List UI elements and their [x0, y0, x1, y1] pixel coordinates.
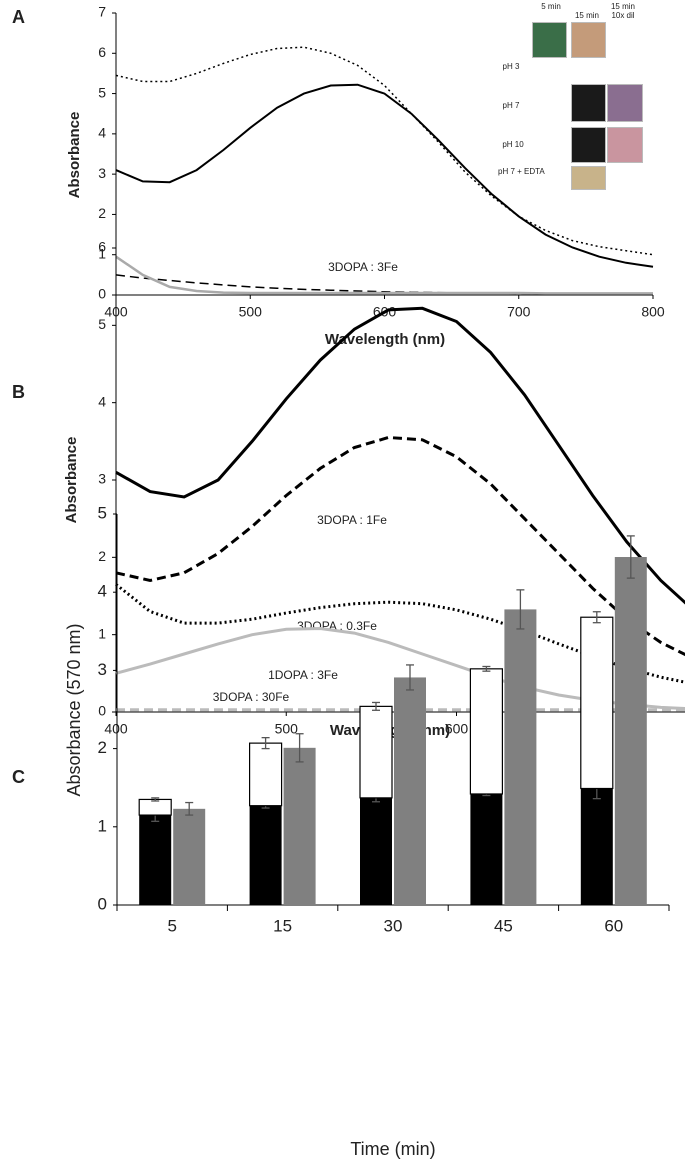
y-tick-label: 4 — [98, 582, 107, 601]
error-bar — [372, 701, 380, 711]
x-tick-label: 600 — [445, 721, 469, 737]
y-tick-label: 0 — [98, 703, 106, 719]
bar — [470, 793, 503, 905]
swatch — [571, 166, 606, 190]
error-bar — [592, 611, 601, 624]
bar — [173, 808, 206, 905]
bar — [360, 797, 392, 905]
error-bar — [516, 589, 525, 630]
y-tick-label: 3 — [98, 165, 106, 181]
swatch — [571, 84, 606, 122]
error-bar — [295, 733, 304, 763]
inset-row: pH 7 + EDTA — [498, 167, 545, 176]
x-tick-label: 700 — [507, 304, 531, 320]
y-tick-label: 6 — [98, 239, 106, 255]
y-tick-label: 6 — [98, 44, 106, 60]
swatch — [607, 127, 643, 163]
x-tick-label: 500 — [275, 721, 299, 737]
line — [115, 255, 653, 295]
bar — [138, 798, 172, 816]
series-label: 3DOPA : 3Fe — [328, 260, 398, 274]
y-tick-label: 1 — [98, 625, 106, 641]
panel-label: A — [12, 7, 25, 27]
bar — [394, 677, 426, 905]
error-bar — [406, 664, 414, 691]
swatch — [607, 84, 643, 122]
bar — [469, 668, 503, 795]
x-tick-label: 500 — [239, 304, 263, 320]
x-tick-label: 45 — [494, 916, 513, 935]
y-tick-label: 4 — [98, 125, 106, 141]
bar — [283, 747, 316, 905]
x-axis-label: Time (min) — [350, 1139, 435, 1159]
x-tick-label: 400 — [104, 721, 128, 737]
line — [115, 83, 654, 268]
inset-row: pH 10 — [502, 140, 524, 149]
bar — [249, 742, 283, 807]
inset-column: 15 min — [574, 11, 599, 20]
bar — [139, 815, 172, 905]
y-axis-label: Absorbance (570 nm) — [64, 623, 84, 796]
bar — [249, 805, 282, 905]
y-tick-label: 2 — [98, 548, 106, 564]
panel-label: B — [12, 382, 25, 402]
x-tick-label: 30 — [384, 916, 403, 935]
y-tick-label: 7 — [98, 4, 106, 20]
y-tick-label: 0 — [98, 286, 106, 302]
y-axis-label: Absorbance — [63, 437, 80, 524]
x-tick-label: 800 — [641, 304, 665, 320]
y-tick-label: 0 — [98, 894, 107, 913]
panel-label: C — [12, 767, 25, 787]
series-label: 1DOPA : 3Fe — [268, 668, 338, 682]
inset-row: pH 7 — [502, 101, 520, 110]
inset-column: 5 min — [541, 2, 561, 11]
swatch — [571, 127, 606, 163]
inset-row: pH 3 — [502, 62, 520, 71]
inset-column: 15 min 10x dil — [610, 2, 635, 20]
bar — [580, 788, 613, 905]
x-tick-label: 5 — [167, 916, 176, 935]
x-axis-label: Wavelength (nm) — [325, 331, 445, 348]
error-bar — [261, 737, 270, 750]
error-bar — [185, 801, 194, 816]
y-tick-label: 2 — [98, 738, 107, 757]
x-tick-label: 15 — [273, 916, 292, 935]
y-tick-label: 5 — [98, 503, 107, 522]
y-tick-label: 3 — [98, 471, 106, 487]
y-tick-label: 5 — [98, 84, 106, 100]
x-tick-label: 60 — [604, 916, 623, 935]
y-tick-label: 1 — [98, 245, 106, 261]
line — [115, 435, 685, 657]
y-tick-label: 5 — [98, 316, 106, 332]
series-label: 3DOPA : 30Fe — [213, 690, 290, 704]
y-tick-label: 2 — [98, 205, 106, 221]
bar — [580, 616, 614, 790]
y-axis-label: Absorbance — [66, 112, 83, 199]
error-bar — [626, 535, 635, 579]
swatch — [571, 22, 606, 58]
y-tick-label: 3 — [98, 660, 107, 679]
y-tick-label: 4 — [98, 393, 106, 409]
y-tick-label: 1 — [98, 816, 107, 835]
error-bar — [151, 797, 160, 802]
line — [115, 46, 654, 256]
bar — [504, 609, 537, 905]
swatch — [532, 22, 567, 58]
error-bar — [482, 665, 491, 672]
bar — [614, 557, 647, 905]
series-label: 3DOPA : 1Fe — [317, 513, 387, 527]
line — [115, 306, 685, 605]
bar — [359, 705, 393, 799]
